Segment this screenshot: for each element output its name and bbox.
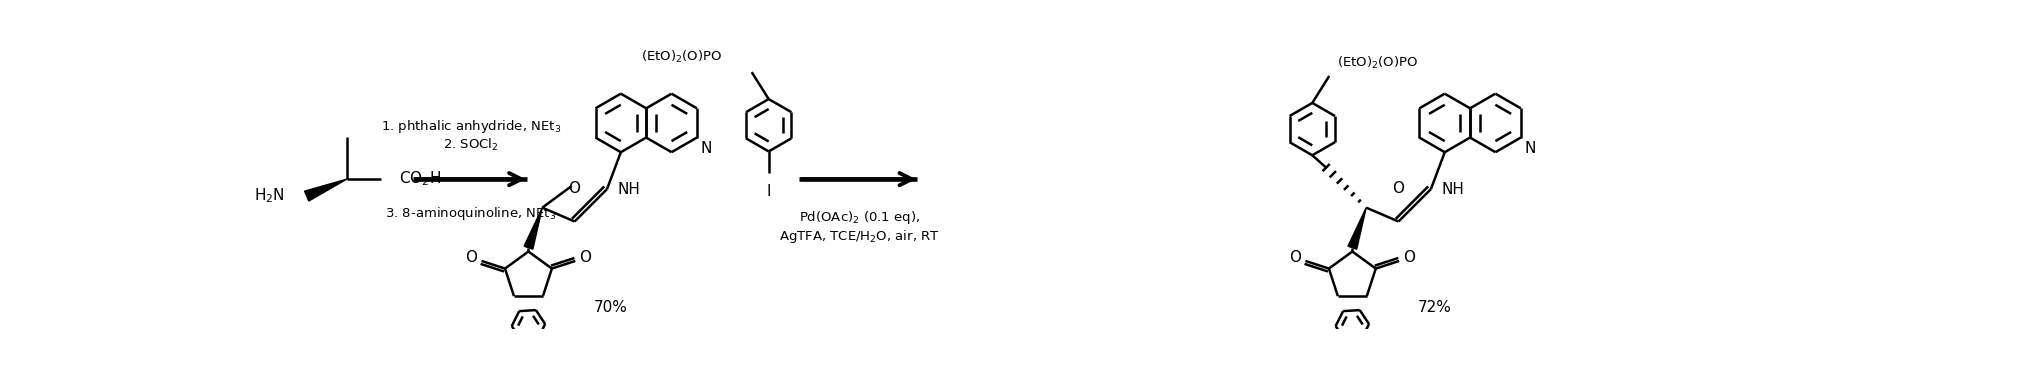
Text: 70%: 70% [595,300,627,315]
Polygon shape [525,208,541,249]
Polygon shape [1348,208,1367,249]
Text: 2. SOCl$_2$: 2. SOCl$_2$ [443,137,498,153]
Text: (EtO)$_2$(O)PO: (EtO)$_2$(O)PO [1336,55,1418,71]
Text: Pd(OAc)$_2$ (0.1 eq),: Pd(OAc)$_2$ (0.1 eq), [799,209,919,226]
Text: 72%: 72% [1418,300,1453,315]
Text: 1. phthalic anhydride, NEt$_3$: 1. phthalic anhydride, NEt$_3$ [380,118,562,135]
Text: N: N [701,141,713,156]
Text: O: O [466,250,478,265]
Text: O: O [1404,250,1416,265]
Text: O: O [568,182,580,196]
Text: NH: NH [1442,182,1465,197]
Polygon shape [304,179,347,201]
Text: AgTFA, TCE/H$_2$O, air, RT: AgTFA, TCE/H$_2$O, air, RT [778,228,940,245]
Text: 3. 8-aminoquinoline, NEt$_3$: 3. 8-aminoquinoline, NEt$_3$ [384,205,556,222]
Text: O: O [1289,250,1301,265]
Text: H$_2$N: H$_2$N [255,187,286,205]
Text: N: N [1524,141,1536,156]
Text: I: I [766,184,770,199]
Text: O: O [1393,182,1404,196]
Text: CO$_2$H: CO$_2$H [398,170,441,188]
Text: (EtO)$_2$(O)PO: (EtO)$_2$(O)PO [642,49,723,65]
Text: NH: NH [617,182,642,197]
Text: O: O [580,250,592,265]
